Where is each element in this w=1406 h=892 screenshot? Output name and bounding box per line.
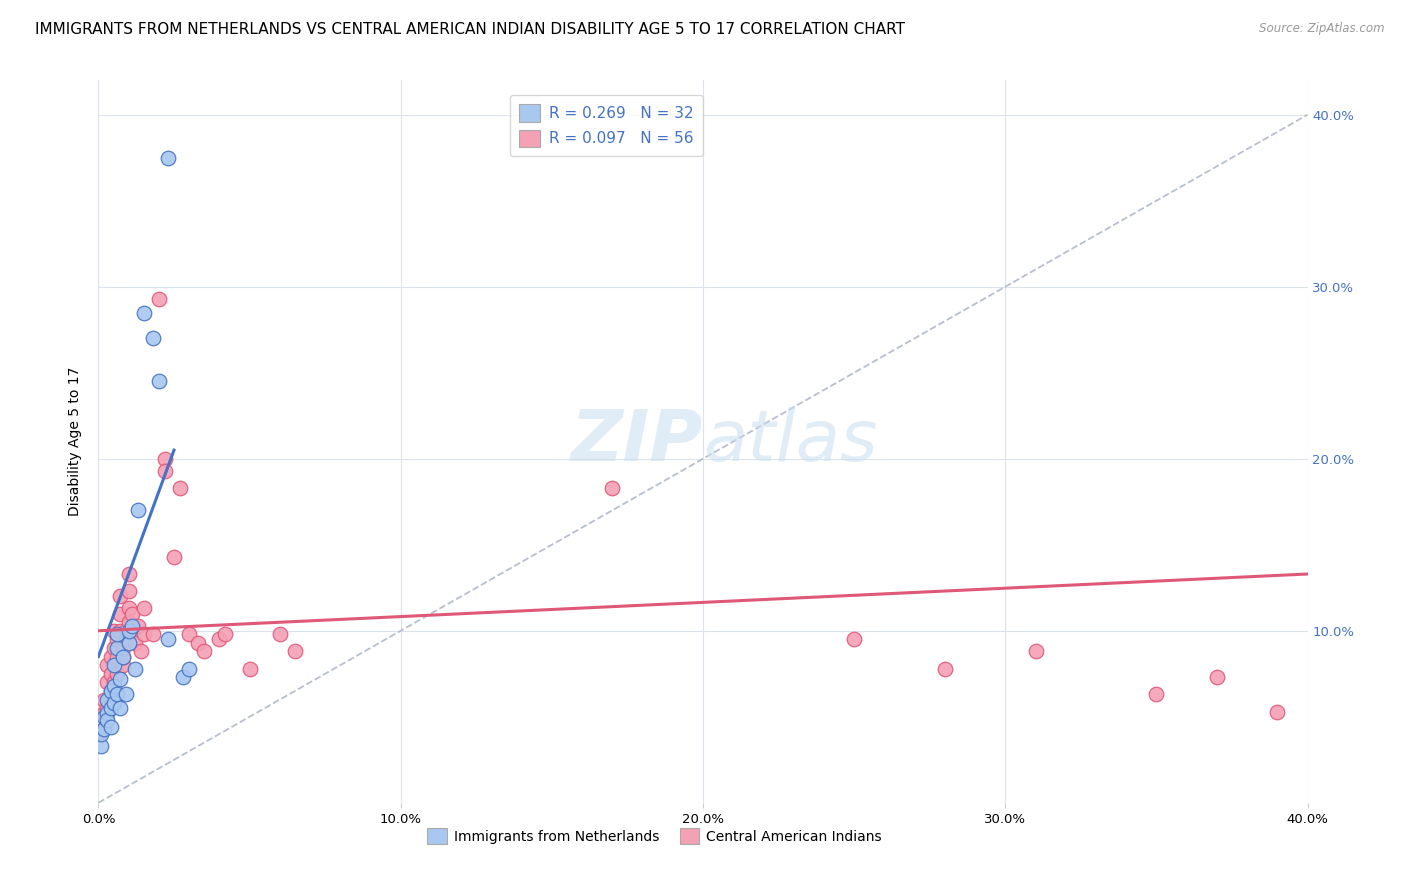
Point (169, 481, 191, 495)
Point (100, 720, 122, 734)
Point (108, 607, 131, 621)
Point (1144, 687, 1167, 701)
Point (111, 649, 134, 664)
Point (108, 590, 131, 604)
Point (111, 658, 134, 673)
Point (105, 687, 128, 701)
Point (118, 567, 141, 582)
Point (934, 662, 956, 676)
Point (153, 464, 176, 478)
Point (239, 662, 262, 676)
Point (108, 701, 131, 715)
Text: atlas: atlas (703, 407, 877, 476)
Point (105, 632, 128, 647)
Point (124, 662, 146, 676)
Point (96, 713, 118, 727)
Point (124, 636, 146, 650)
Point (118, 636, 141, 650)
Text: Source: ZipAtlas.com: Source: ZipAtlas.com (1260, 22, 1385, 36)
Point (214, 627, 236, 641)
Point (96, 658, 118, 673)
Point (132, 601, 155, 615)
Text: IMMIGRANTS FROM NETHERLANDS VS CENTRAL AMERICAN INDIAN DISABILITY AGE 5 TO 17 CO: IMMIGRANTS FROM NETHERLANDS VS CENTRAL A… (35, 22, 905, 37)
Point (96, 692, 118, 706)
Point (100, 701, 122, 715)
Point (132, 627, 155, 641)
Point (193, 644, 215, 658)
Point (153, 451, 176, 466)
Point (148, 375, 170, 389)
Point (90, 727, 112, 741)
Point (103, 679, 125, 693)
Point (156, 632, 179, 647)
Point (1206, 670, 1229, 684)
Point (172, 670, 194, 684)
Point (129, 644, 152, 658)
Point (118, 601, 141, 615)
Point (93, 692, 115, 706)
Y-axis label: Disability Age 5 to 17: Disability Age 5 to 17 (69, 367, 83, 516)
Text: ZIP: ZIP (571, 407, 703, 476)
Point (93, 722, 115, 736)
Point (163, 549, 186, 564)
Legend: Immigrants from Netherlands, Central American Indians: Immigrants from Netherlands, Central Ame… (422, 823, 887, 850)
Point (118, 615, 141, 630)
Point (96, 706, 118, 721)
Point (179, 627, 201, 641)
Point (108, 672, 131, 686)
Point (96, 701, 118, 715)
Point (103, 624, 125, 638)
Point (114, 687, 136, 701)
Point (114, 624, 136, 638)
Point (208, 632, 231, 647)
Point (105, 640, 128, 655)
Point (284, 644, 307, 658)
Point (121, 624, 143, 638)
Point (111, 649, 134, 664)
Point (90, 739, 112, 753)
Point (96, 675, 118, 690)
Point (103, 696, 125, 710)
Point (187, 636, 209, 650)
Point (100, 684, 122, 698)
Point (103, 658, 125, 673)
Point (1267, 705, 1289, 719)
Point (127, 618, 149, 632)
Point (844, 632, 866, 647)
Point (142, 627, 165, 641)
Point (103, 640, 125, 655)
Point (118, 584, 141, 599)
Point (105, 649, 128, 664)
Point (179, 662, 201, 676)
Point (121, 607, 143, 621)
Point (93, 706, 115, 721)
Point (1024, 644, 1046, 658)
Point (90, 723, 112, 738)
Point (100, 684, 122, 698)
Point (103, 675, 125, 690)
Point (132, 305, 155, 319)
Point (142, 331, 165, 345)
Point (93, 710, 115, 724)
Point (105, 627, 128, 641)
Point (127, 503, 149, 517)
Point (105, 666, 128, 681)
Point (121, 618, 143, 632)
Point (269, 627, 291, 641)
Point (602, 481, 624, 495)
Point (111, 640, 134, 655)
Point (114, 632, 136, 647)
Point (103, 692, 125, 706)
Point (100, 649, 122, 664)
Point (148, 292, 170, 306)
Point (118, 624, 141, 638)
Point (100, 666, 122, 681)
Point (156, 151, 179, 165)
Point (108, 624, 131, 638)
